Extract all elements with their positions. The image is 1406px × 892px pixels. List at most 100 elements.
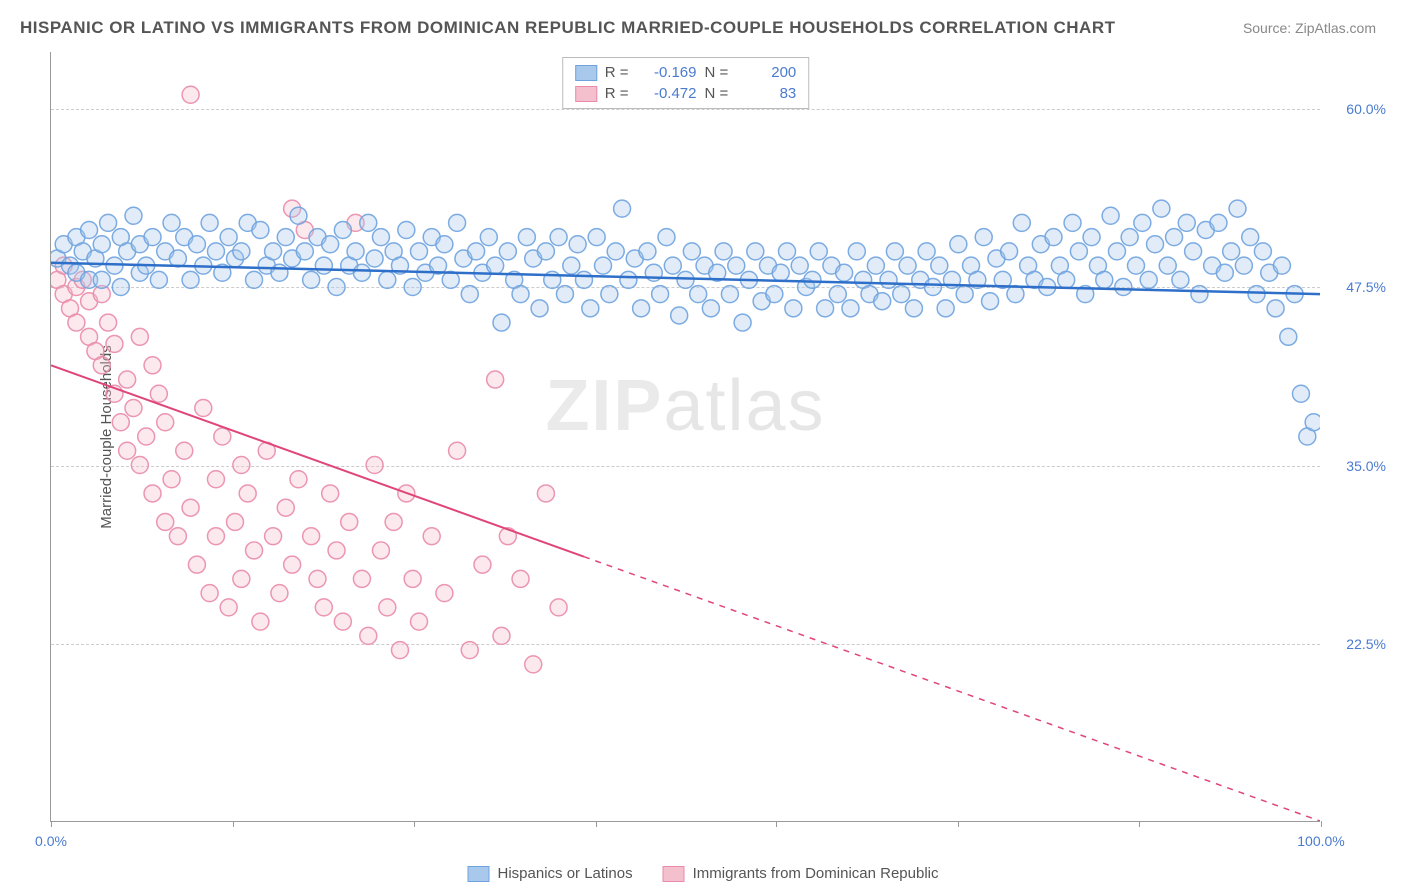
- data-point: [1223, 243, 1240, 260]
- data-point: [372, 542, 389, 559]
- data-point: [931, 257, 948, 274]
- data-point: [1210, 214, 1227, 231]
- xtick: [1321, 821, 1322, 827]
- data-point: [449, 442, 466, 459]
- data-point: [1064, 214, 1081, 231]
- data-point: [607, 243, 624, 260]
- data-point: [214, 428, 231, 445]
- data-point: [315, 257, 332, 274]
- xtick-label: 0.0%: [35, 833, 67, 849]
- data-point: [493, 627, 510, 644]
- data-point: [766, 286, 783, 303]
- data-point: [360, 627, 377, 644]
- data-point: [575, 271, 592, 288]
- data-point: [652, 286, 669, 303]
- data-point: [119, 371, 136, 388]
- data-point: [468, 243, 485, 260]
- data-point: [899, 257, 916, 274]
- data-point: [271, 264, 288, 281]
- legend-stats-row: R = -0.472 N = 83: [575, 83, 797, 104]
- data-point: [227, 513, 244, 530]
- data-point: [246, 271, 263, 288]
- data-point: [1096, 271, 1113, 288]
- data-point: [411, 243, 428, 260]
- data-point: [1267, 300, 1284, 317]
- data-point: [252, 613, 269, 630]
- data-point: [1001, 243, 1018, 260]
- data-point: [93, 236, 110, 253]
- data-point: [817, 300, 834, 317]
- chart-svg: [51, 52, 1320, 821]
- data-point: [537, 485, 554, 502]
- data-point: [100, 214, 117, 231]
- data-point: [721, 286, 738, 303]
- data-point: [550, 599, 567, 616]
- data-point: [893, 286, 910, 303]
- data-point: [112, 414, 129, 431]
- data-point: [1013, 214, 1030, 231]
- data-point: [531, 300, 548, 317]
- data-point: [188, 236, 205, 253]
- data-point: [366, 250, 383, 267]
- data-point: [982, 293, 999, 310]
- data-point: [975, 229, 992, 246]
- data-point: [1147, 236, 1164, 253]
- legend-stats-row: R = -0.169 N = 200: [575, 62, 797, 83]
- data-point: [842, 300, 859, 317]
- data-point: [886, 243, 903, 260]
- data-point: [328, 278, 345, 295]
- data-point: [201, 585, 218, 602]
- data-point: [1191, 286, 1208, 303]
- data-point: [144, 357, 161, 374]
- plot-area: Married-couple Households ZIPatlas R = -…: [50, 52, 1320, 822]
- data-point: [493, 314, 510, 331]
- data-point: [829, 286, 846, 303]
- data-point: [366, 456, 383, 473]
- data-point: [518, 229, 535, 246]
- data-point: [487, 257, 504, 274]
- n-value: 200: [736, 64, 796, 81]
- data-point: [563, 257, 580, 274]
- data-point: [905, 300, 922, 317]
- data-point: [144, 485, 161, 502]
- data-point: [449, 214, 466, 231]
- data-point: [138, 428, 155, 445]
- data-point: [1128, 257, 1145, 274]
- data-point: [747, 243, 764, 260]
- data-point: [334, 222, 351, 239]
- data-point: [360, 214, 377, 231]
- data-point: [1140, 271, 1157, 288]
- data-point: [372, 229, 389, 246]
- data-point: [341, 513, 358, 530]
- data-point: [671, 307, 688, 324]
- data-point: [106, 335, 123, 352]
- data-point: [1235, 257, 1252, 274]
- data-point: [182, 499, 199, 516]
- data-point: [537, 243, 554, 260]
- legend-stats: R = -0.169 N = 200 R = -0.472 N = 83: [562, 57, 810, 109]
- xtick: [1139, 821, 1140, 827]
- data-point: [512, 286, 529, 303]
- data-point: [728, 257, 745, 274]
- data-point: [1058, 271, 1075, 288]
- data-point: [296, 243, 313, 260]
- data-point: [1292, 385, 1309, 402]
- data-point: [436, 236, 453, 253]
- data-point: [207, 243, 224, 260]
- data-point: [1083, 229, 1100, 246]
- ytick-label: 35.0%: [1326, 458, 1386, 474]
- data-point: [690, 286, 707, 303]
- data-point: [595, 257, 612, 274]
- data-point: [480, 229, 497, 246]
- data-point: [379, 271, 396, 288]
- data-point: [277, 229, 294, 246]
- data-point: [404, 278, 421, 295]
- data-point: [1108, 243, 1125, 260]
- data-point: [385, 513, 402, 530]
- data-point: [487, 371, 504, 388]
- data-point: [163, 471, 180, 488]
- data-point: [1178, 214, 1195, 231]
- data-point: [810, 243, 827, 260]
- data-point: [220, 599, 237, 616]
- data-point: [68, 314, 85, 331]
